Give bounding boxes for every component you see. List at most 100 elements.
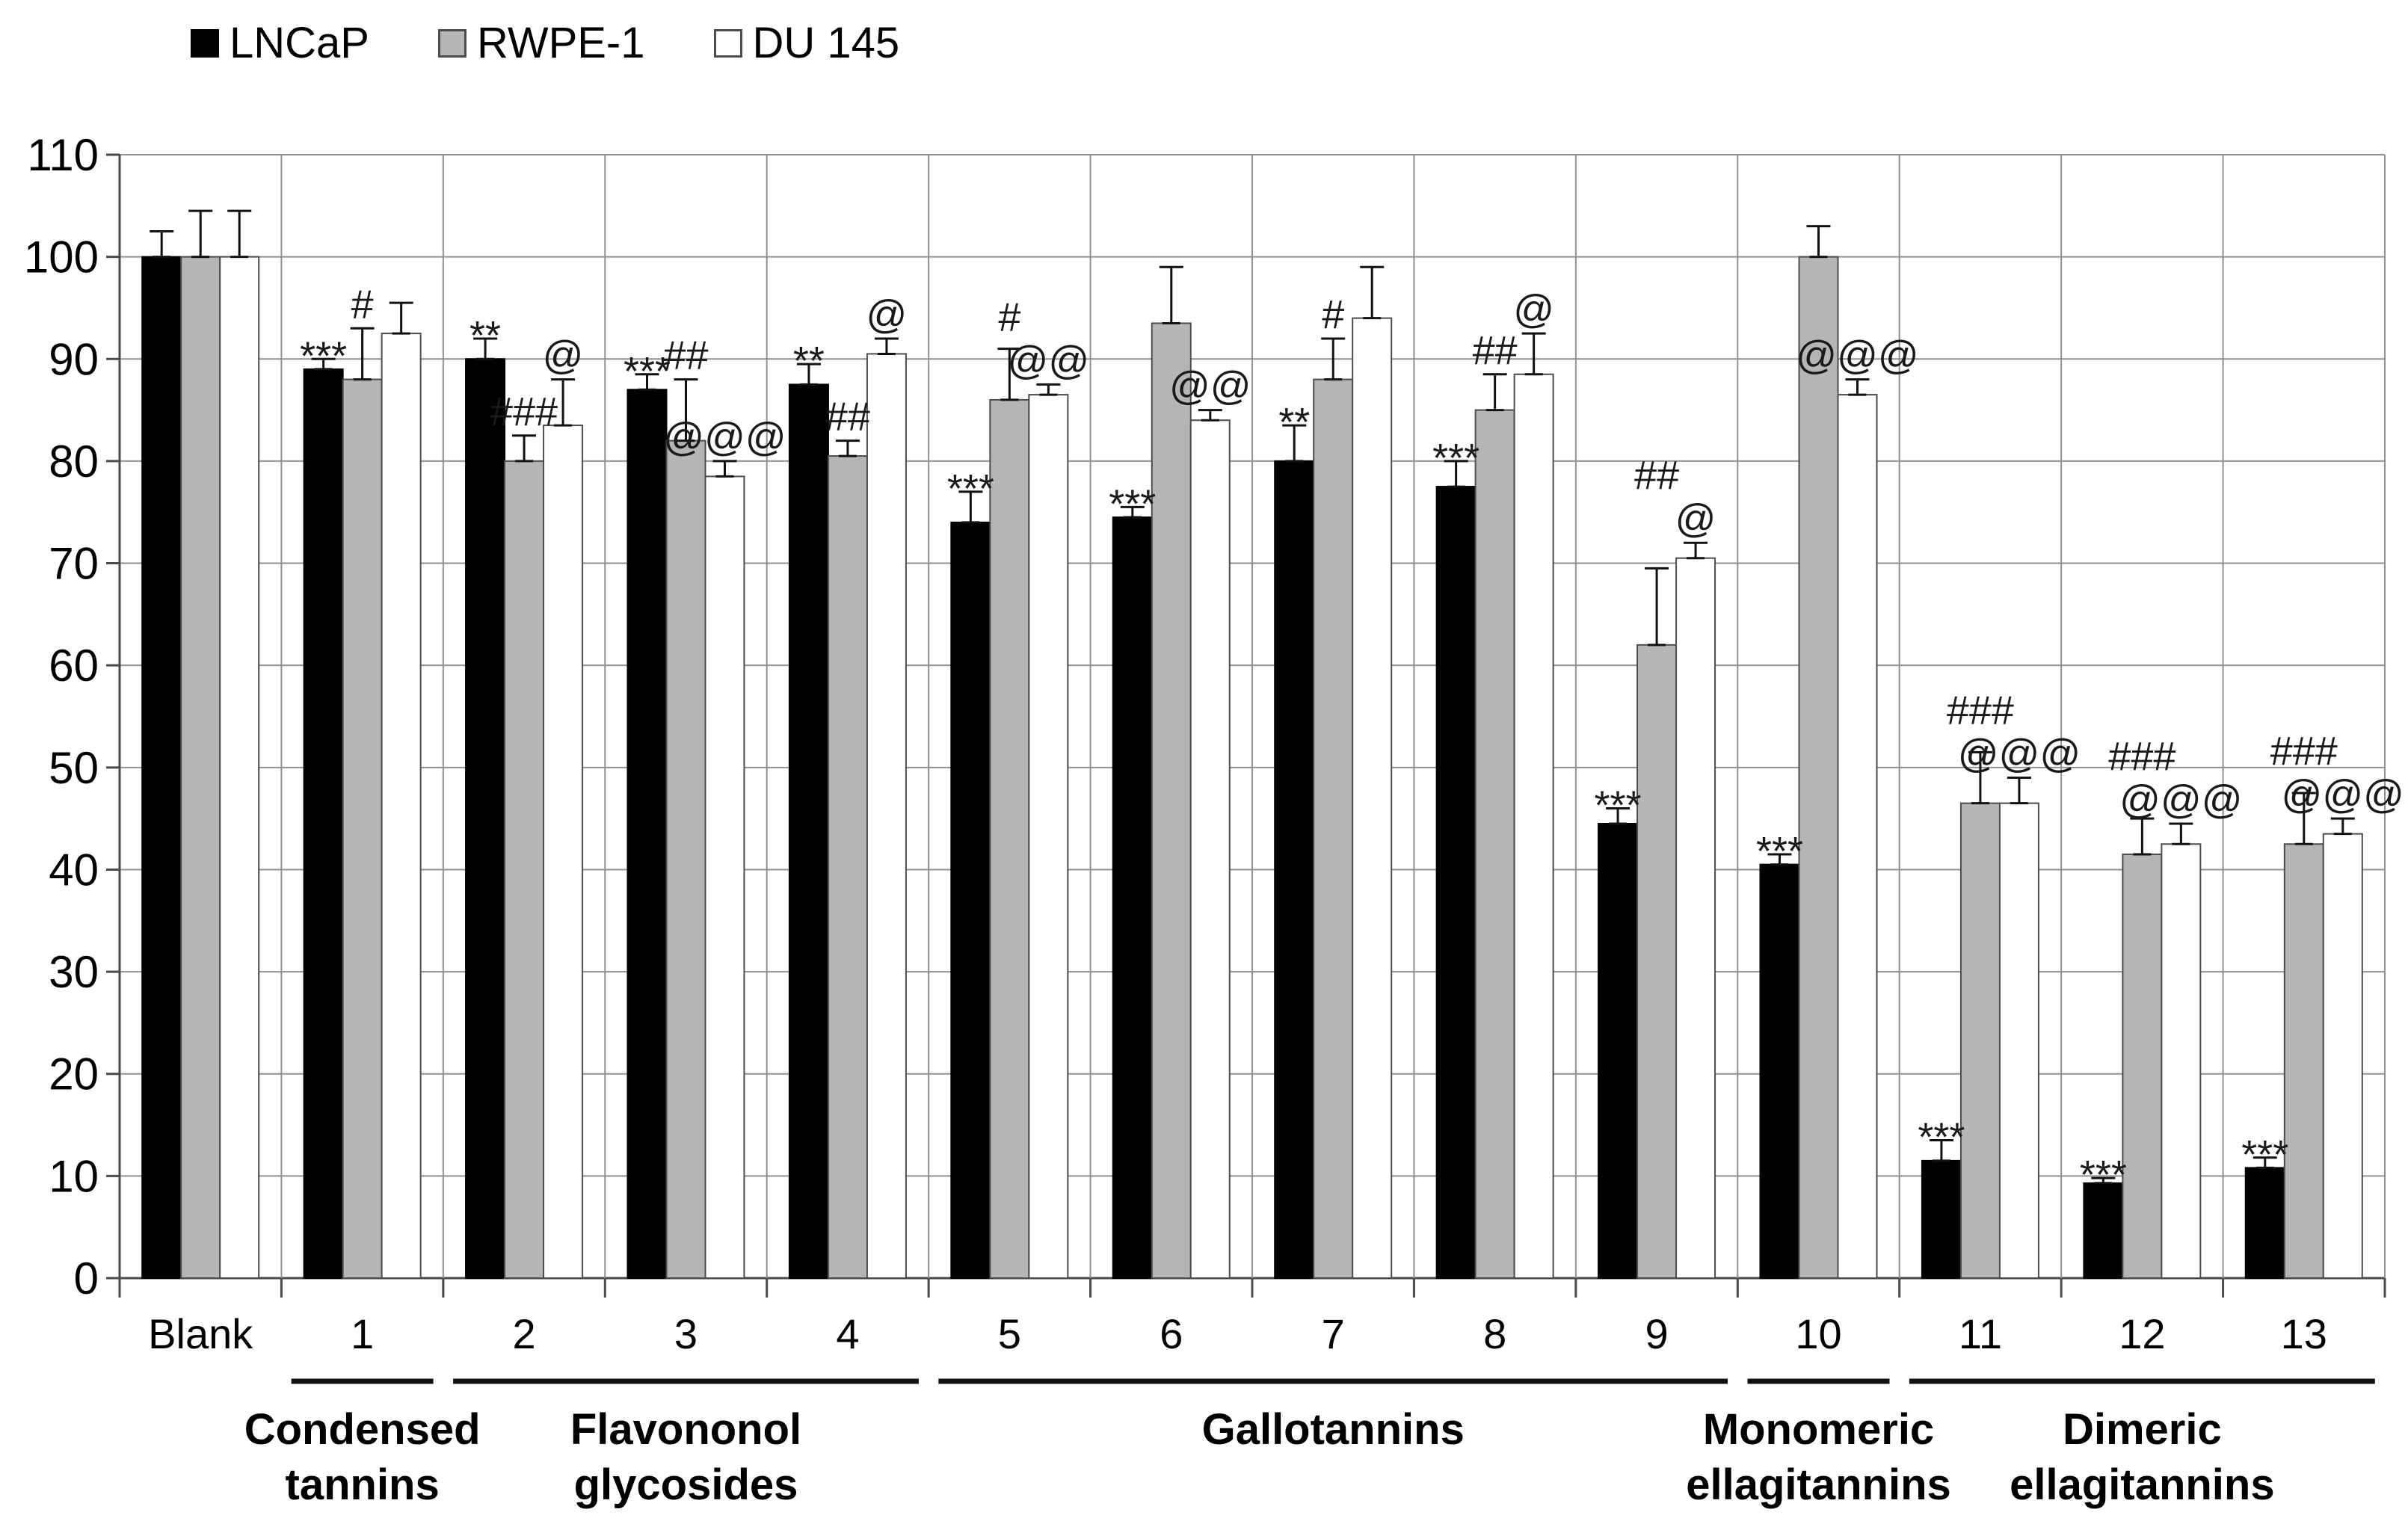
y-axis-tick-label: 30 — [49, 947, 99, 997]
significance-lncap: *** — [1432, 436, 1479, 481]
x-axis-category-label: 12 — [2119, 1310, 2165, 1357]
x-axis-category-label: 13 — [2281, 1310, 2327, 1357]
bar-rwpe-1 — [2122, 853, 2163, 1279]
group-label: Dimeric — [2063, 1405, 2222, 1454]
group-label: Monomeric — [1703, 1405, 1934, 1454]
significance-rwpe-1: ### — [490, 389, 558, 434]
significance-lncap: ** — [1278, 400, 1310, 445]
bar-du145 — [1352, 317, 1393, 1280]
group-label: ellagitannins — [2010, 1460, 2275, 1509]
significance-du145: @ — [1513, 287, 1554, 332]
y-axis-tick-label: 80 — [49, 437, 99, 487]
significance-du145: @@ — [1169, 364, 1251, 409]
bar-du145 — [381, 333, 422, 1279]
legend-swatch-lncap-icon — [191, 28, 219, 58]
bar-lncap — [303, 368, 344, 1279]
group-label: Condensed — [244, 1405, 481, 1454]
bar-rwpe-1 — [1474, 409, 1515, 1279]
significance-rwpe-1: ### — [2108, 734, 2175, 779]
significance-lncap: *** — [2241, 1132, 2288, 1177]
significance-rwpe-1: ### — [2270, 729, 2338, 774]
bar-lncap — [1921, 1159, 1962, 1279]
legend-swatch-du145-icon — [713, 28, 742, 58]
y-axis-tick-label: 0 — [74, 1253, 99, 1304]
legend-entry-lncap: LNCaP — [191, 18, 369, 68]
bar-rwpe-1 — [1313, 378, 1354, 1280]
group-label: ellagitannins — [1686, 1460, 1951, 1509]
y-axis-tick-label: 20 — [49, 1049, 99, 1099]
significance-du145: @ — [543, 333, 584, 378]
significance-lncap: *** — [1918, 1115, 1965, 1160]
bar-rwpe-1 — [1798, 256, 1839, 1279]
group-label: Flavononol — [570, 1405, 801, 1454]
bar-rwpe-1 — [1959, 802, 2001, 1279]
significance-lncap: *** — [623, 349, 671, 394]
bar-du145 — [1837, 394, 1878, 1279]
legend-entry-rwpe1: RWPE-1 — [437, 18, 645, 68]
x-axis-category-label: 11 — [1959, 1310, 2002, 1357]
bar-du145 — [1675, 557, 1716, 1279]
x-axis-category-label: 5 — [998, 1310, 1021, 1357]
bar-rwpe-1 — [827, 455, 868, 1279]
bar-lncap — [950, 521, 991, 1279]
legend-label-lncap: LNCaP — [230, 19, 369, 67]
bar-du145 — [2161, 843, 2202, 1279]
group-label: tannins — [286, 1460, 440, 1509]
legend-label-du145: DU 145 — [752, 19, 900, 67]
bar-du145 — [2322, 833, 2363, 1279]
significance-rwpe-1: ## — [1473, 328, 1518, 373]
x-axis-category-label: 8 — [1483, 1310, 1506, 1357]
bar-rwpe-1 — [665, 439, 706, 1280]
x-axis-category-label: 9 — [1645, 1310, 1668, 1357]
significance-lncap: ** — [793, 339, 825, 383]
x-axis-category-label: 7 — [1322, 1310, 1345, 1357]
legend-swatch-rwpe1-icon — [437, 28, 466, 58]
bar-du145 — [866, 353, 907, 1279]
bar-rwpe-1 — [504, 460, 545, 1280]
x-axis-category-label: 6 — [1160, 1310, 1183, 1357]
significance-lncap: *** — [1756, 829, 1803, 874]
bar-lncap — [1435, 486, 1476, 1279]
x-axis-category-label: 10 — [1795, 1310, 1841, 1357]
significance-rwpe-1: # — [1322, 292, 1344, 337]
significance-du145: @@@ — [1796, 333, 1918, 378]
bar-lncap — [1274, 460, 1315, 1280]
bar-rwpe-1 — [1636, 644, 1678, 1279]
significance-rwpe-1: ### — [1947, 688, 2014, 732]
bar-lncap — [1112, 516, 1153, 1279]
significance-du145: @@@ — [1958, 731, 2081, 776]
x-axis-category-label: 1 — [351, 1310, 374, 1357]
significance-du145: @@ — [1008, 338, 1090, 383]
group-label: Gallotannins — [1202, 1405, 1465, 1454]
y-axis-tick-label: 70 — [49, 539, 99, 589]
significance-rwpe-1: # — [998, 294, 1020, 339]
bar-du145 — [543, 425, 584, 1280]
bar-lncap — [1598, 822, 1639, 1279]
bar-lncap — [1759, 863, 1800, 1279]
significance-rwpe-1: # — [351, 282, 374, 327]
significance-rwpe-1: ## — [1634, 453, 1679, 498]
bar-du145 — [1028, 394, 1069, 1279]
bar-lncap — [141, 256, 182, 1279]
legend-entry-du145: DU 145 — [713, 18, 900, 68]
y-axis-tick-label: 110 — [27, 130, 99, 180]
y-axis-tick-label: 100 — [24, 232, 99, 283]
group-label: glycosides — [574, 1460, 798, 1509]
significance-du145: @@@ — [663, 415, 786, 460]
bar-rwpe-1 — [2283, 843, 2324, 1279]
y-axis-tick-label: 60 — [49, 641, 99, 691]
bar-lncap — [2244, 1167, 2285, 1280]
significance-du145: @@@ — [2119, 777, 2242, 822]
x-axis-category-label: 3 — [674, 1310, 698, 1357]
bar-lncap — [788, 383, 829, 1280]
significance-lncap: *** — [1595, 783, 1642, 827]
bar-lncap — [465, 358, 506, 1280]
significance-lncap: *** — [947, 466, 994, 511]
bar-du145 — [1513, 373, 1554, 1279]
significance-lncap: *** — [300, 333, 347, 378]
significance-du145: @ — [866, 292, 908, 337]
x-axis-category-label: 2 — [512, 1310, 535, 1357]
y-axis-tick-label: 50 — [49, 743, 99, 793]
